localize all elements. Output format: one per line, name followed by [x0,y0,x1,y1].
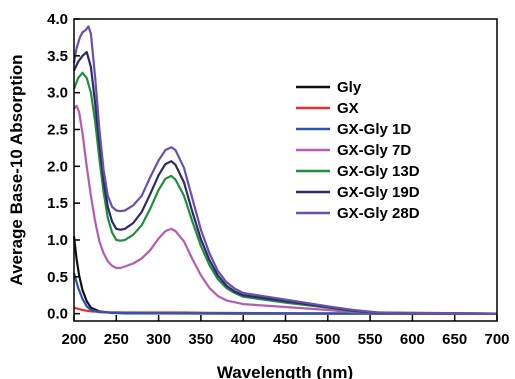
y-tick-label: 0.5 [47,269,68,286]
legend-label: GX [337,100,359,117]
x-tick-label: 700 [484,331,509,348]
x-tick-label: 500 [315,331,340,348]
series-line-4 [72,71,498,315]
x-axis-title: Wavelength (nm) [217,363,353,379]
x-tick-label: 350 [188,331,213,348]
series-line-3 [73,104,498,315]
series-line-2 [72,272,498,315]
legend-label: GX-Gly 28D [337,205,420,222]
legend-label: GX-Gly 7D [337,142,411,159]
y-tick-label: 2.5 [47,121,68,138]
legend-label: GX-Gly 19D [337,184,420,201]
y-tick-label: 4.0 [47,11,68,28]
y-tick-labels: 0.0 0.5 1.0 1.5 2.0 2.5 3.0 3.5 4.0 [47,11,68,323]
y-tick-label: 3.0 [47,85,68,102]
x-tick-label: 450 [273,331,298,348]
series-lines [72,25,498,315]
y-tick-label: 2.0 [47,158,68,175]
x-tick-label: 650 [442,331,467,348]
legend-label: GX-Gly 13D [337,163,420,180]
legend-label: Gly [337,79,362,96]
x-tick-label: 300 [146,331,171,348]
x-tick-label: 600 [400,331,425,348]
x-tick-label: 200 [61,331,86,348]
y-tick-label: 3.5 [47,48,68,65]
x-tick-label: 550 [358,331,383,348]
y-tick-label: 1.0 [47,232,68,249]
y-axis-title: Average Base-10 Absorption [7,54,26,285]
x-tick-label: 250 [104,331,129,348]
legend-label: GX-Gly 1D [337,121,411,138]
axis-ticks [73,18,498,321]
series-line-5 [73,51,498,315]
series-line-6 [72,25,498,315]
legend: Gly GX GX-Gly 1D GX-Gly 7D GX-Gly 13D GX-Gly … [296,79,420,222]
x-tick-label: 400 [231,331,256,348]
y-tick-label: 0.0 [47,306,68,323]
plot-frame [73,18,498,322]
y-tick-label: 1.5 [47,195,68,212]
x-tick-labels: 200 250 300 350 400 450 500 550 600 650 700 [61,331,509,348]
